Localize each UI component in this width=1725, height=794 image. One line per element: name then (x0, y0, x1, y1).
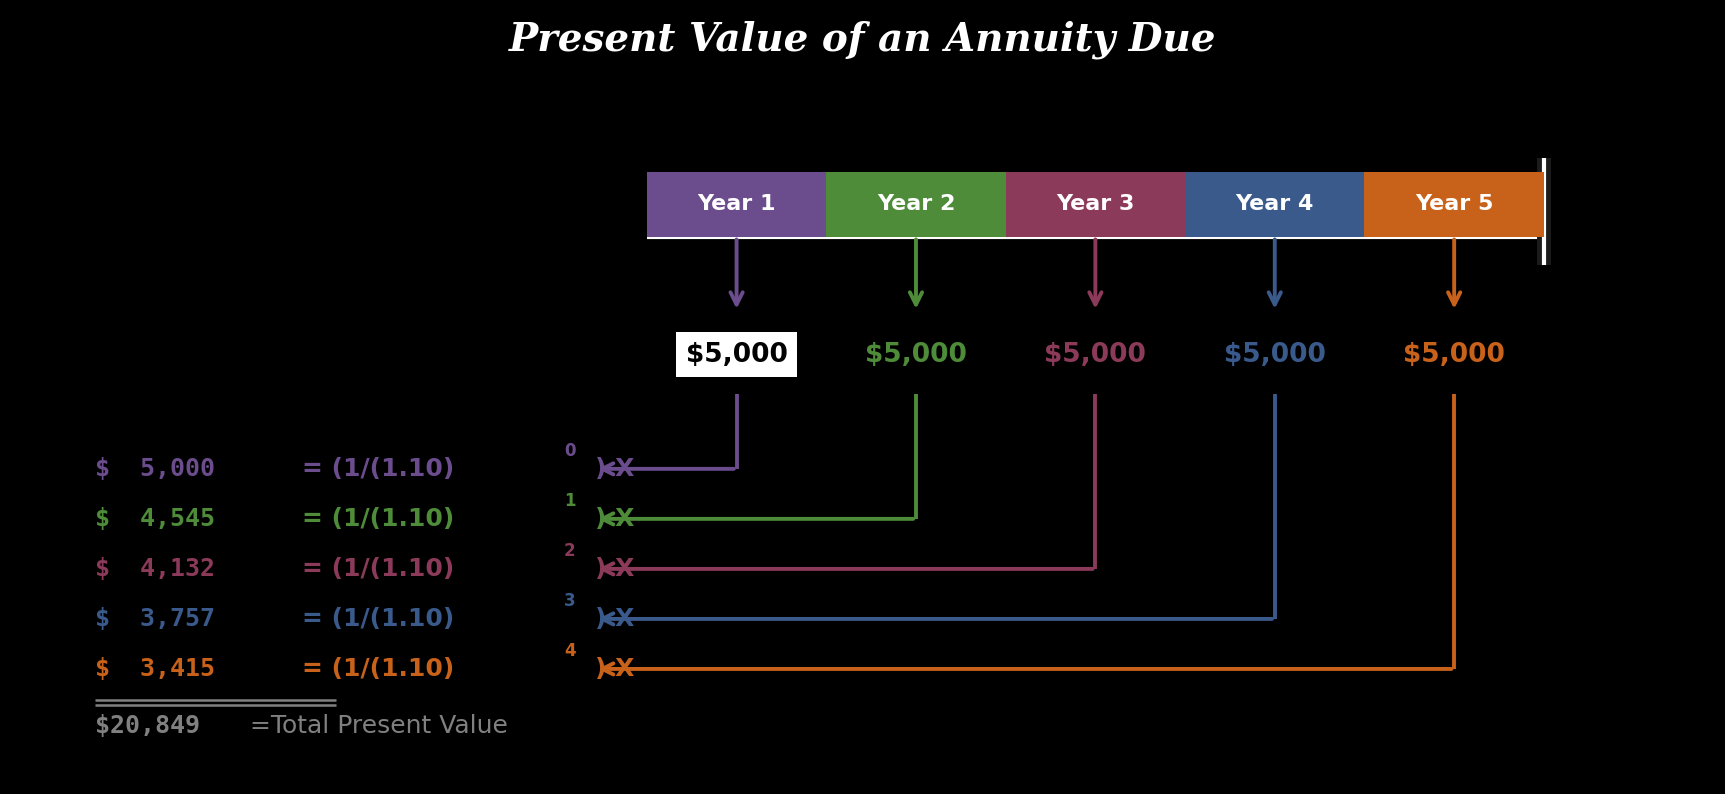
Text: = (1/(1.10): = (1/(1.10) (302, 507, 454, 531)
Text: Year 3: Year 3 (1056, 195, 1135, 214)
Text: = (1/(1.10): = (1/(1.10) (302, 607, 454, 631)
Bar (1185, 172, 1364, 237)
Text: ) X: ) X (595, 607, 635, 631)
Text: 3: 3 (564, 592, 576, 610)
Text: $5,000: $5,000 (864, 341, 968, 368)
Text: ) X: ) X (595, 457, 635, 481)
Text: $  3,757: $ 3,757 (95, 607, 216, 631)
Bar (826, 172, 1006, 237)
Text: $  4,132: $ 4,132 (95, 557, 216, 581)
Text: ) X: ) X (595, 657, 635, 681)
Text: ) X: ) X (595, 507, 635, 531)
Text: 1: 1 (564, 492, 576, 510)
Text: $  5,000: $ 5,000 (95, 457, 216, 481)
Text: Year 2: Year 2 (876, 195, 956, 214)
Text: =Total Present Value: =Total Present Value (242, 714, 507, 738)
Bar (1006, 172, 1185, 237)
Text: 4: 4 (564, 642, 576, 660)
Text: Year 4: Year 4 (1235, 195, 1314, 214)
Text: Present Value of an Annuity Due: Present Value of an Annuity Due (509, 21, 1216, 59)
Text: = (1/(1.10): = (1/(1.10) (302, 557, 454, 581)
Text: Year 5: Year 5 (1414, 195, 1494, 214)
Text: Year 1: Year 1 (697, 195, 776, 214)
Text: ) X: ) X (595, 557, 635, 581)
Bar (1364, 172, 1544, 237)
Text: $  4,545: $ 4,545 (95, 507, 216, 531)
Text: = (1/(1.10): = (1/(1.10) (302, 657, 454, 681)
Text: $  3,415: $ 3,415 (95, 657, 216, 681)
Bar (647, 172, 826, 237)
Text: 0: 0 (564, 442, 576, 460)
Text: $20,849: $20,849 (95, 714, 200, 738)
Text: $5,000: $5,000 (1223, 341, 1327, 368)
Text: $5,000: $5,000 (685, 341, 788, 368)
Text: = (1/(1.10): = (1/(1.10) (302, 457, 454, 481)
Text: $5,000: $5,000 (1044, 341, 1147, 368)
Text: $5,000: $5,000 (1402, 341, 1506, 368)
Text: 2: 2 (564, 542, 576, 560)
